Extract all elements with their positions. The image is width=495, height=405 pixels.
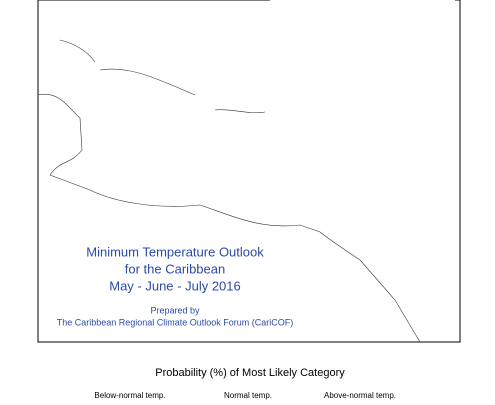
credit-line: Prepared by <box>150 305 200 315</box>
title-line: for the Caribbean <box>125 261 225 276</box>
coast-line <box>214 109 266 113</box>
footer-category: Normal temp. <box>224 391 272 400</box>
coast-line <box>59 39 96 63</box>
footer-title: Probability (%) of Most Likely Category <box>155 367 345 379</box>
legend-box <box>270 0 455 60</box>
coastline <box>37 39 421 343</box>
legend <box>270 0 455 60</box>
coast-line <box>37 93 421 343</box>
title-line: Minimum Temperature Outlook <box>86 244 264 259</box>
title-line: May - June - July 2016 <box>109 278 241 293</box>
footer-category: Below-normal temp. <box>94 391 165 400</box>
footer-category: Above-normal temp. <box>324 391 396 400</box>
coast-line <box>99 68 196 96</box>
credit-line: The Caribbean Regional Climate Outlook F… <box>57 317 294 327</box>
